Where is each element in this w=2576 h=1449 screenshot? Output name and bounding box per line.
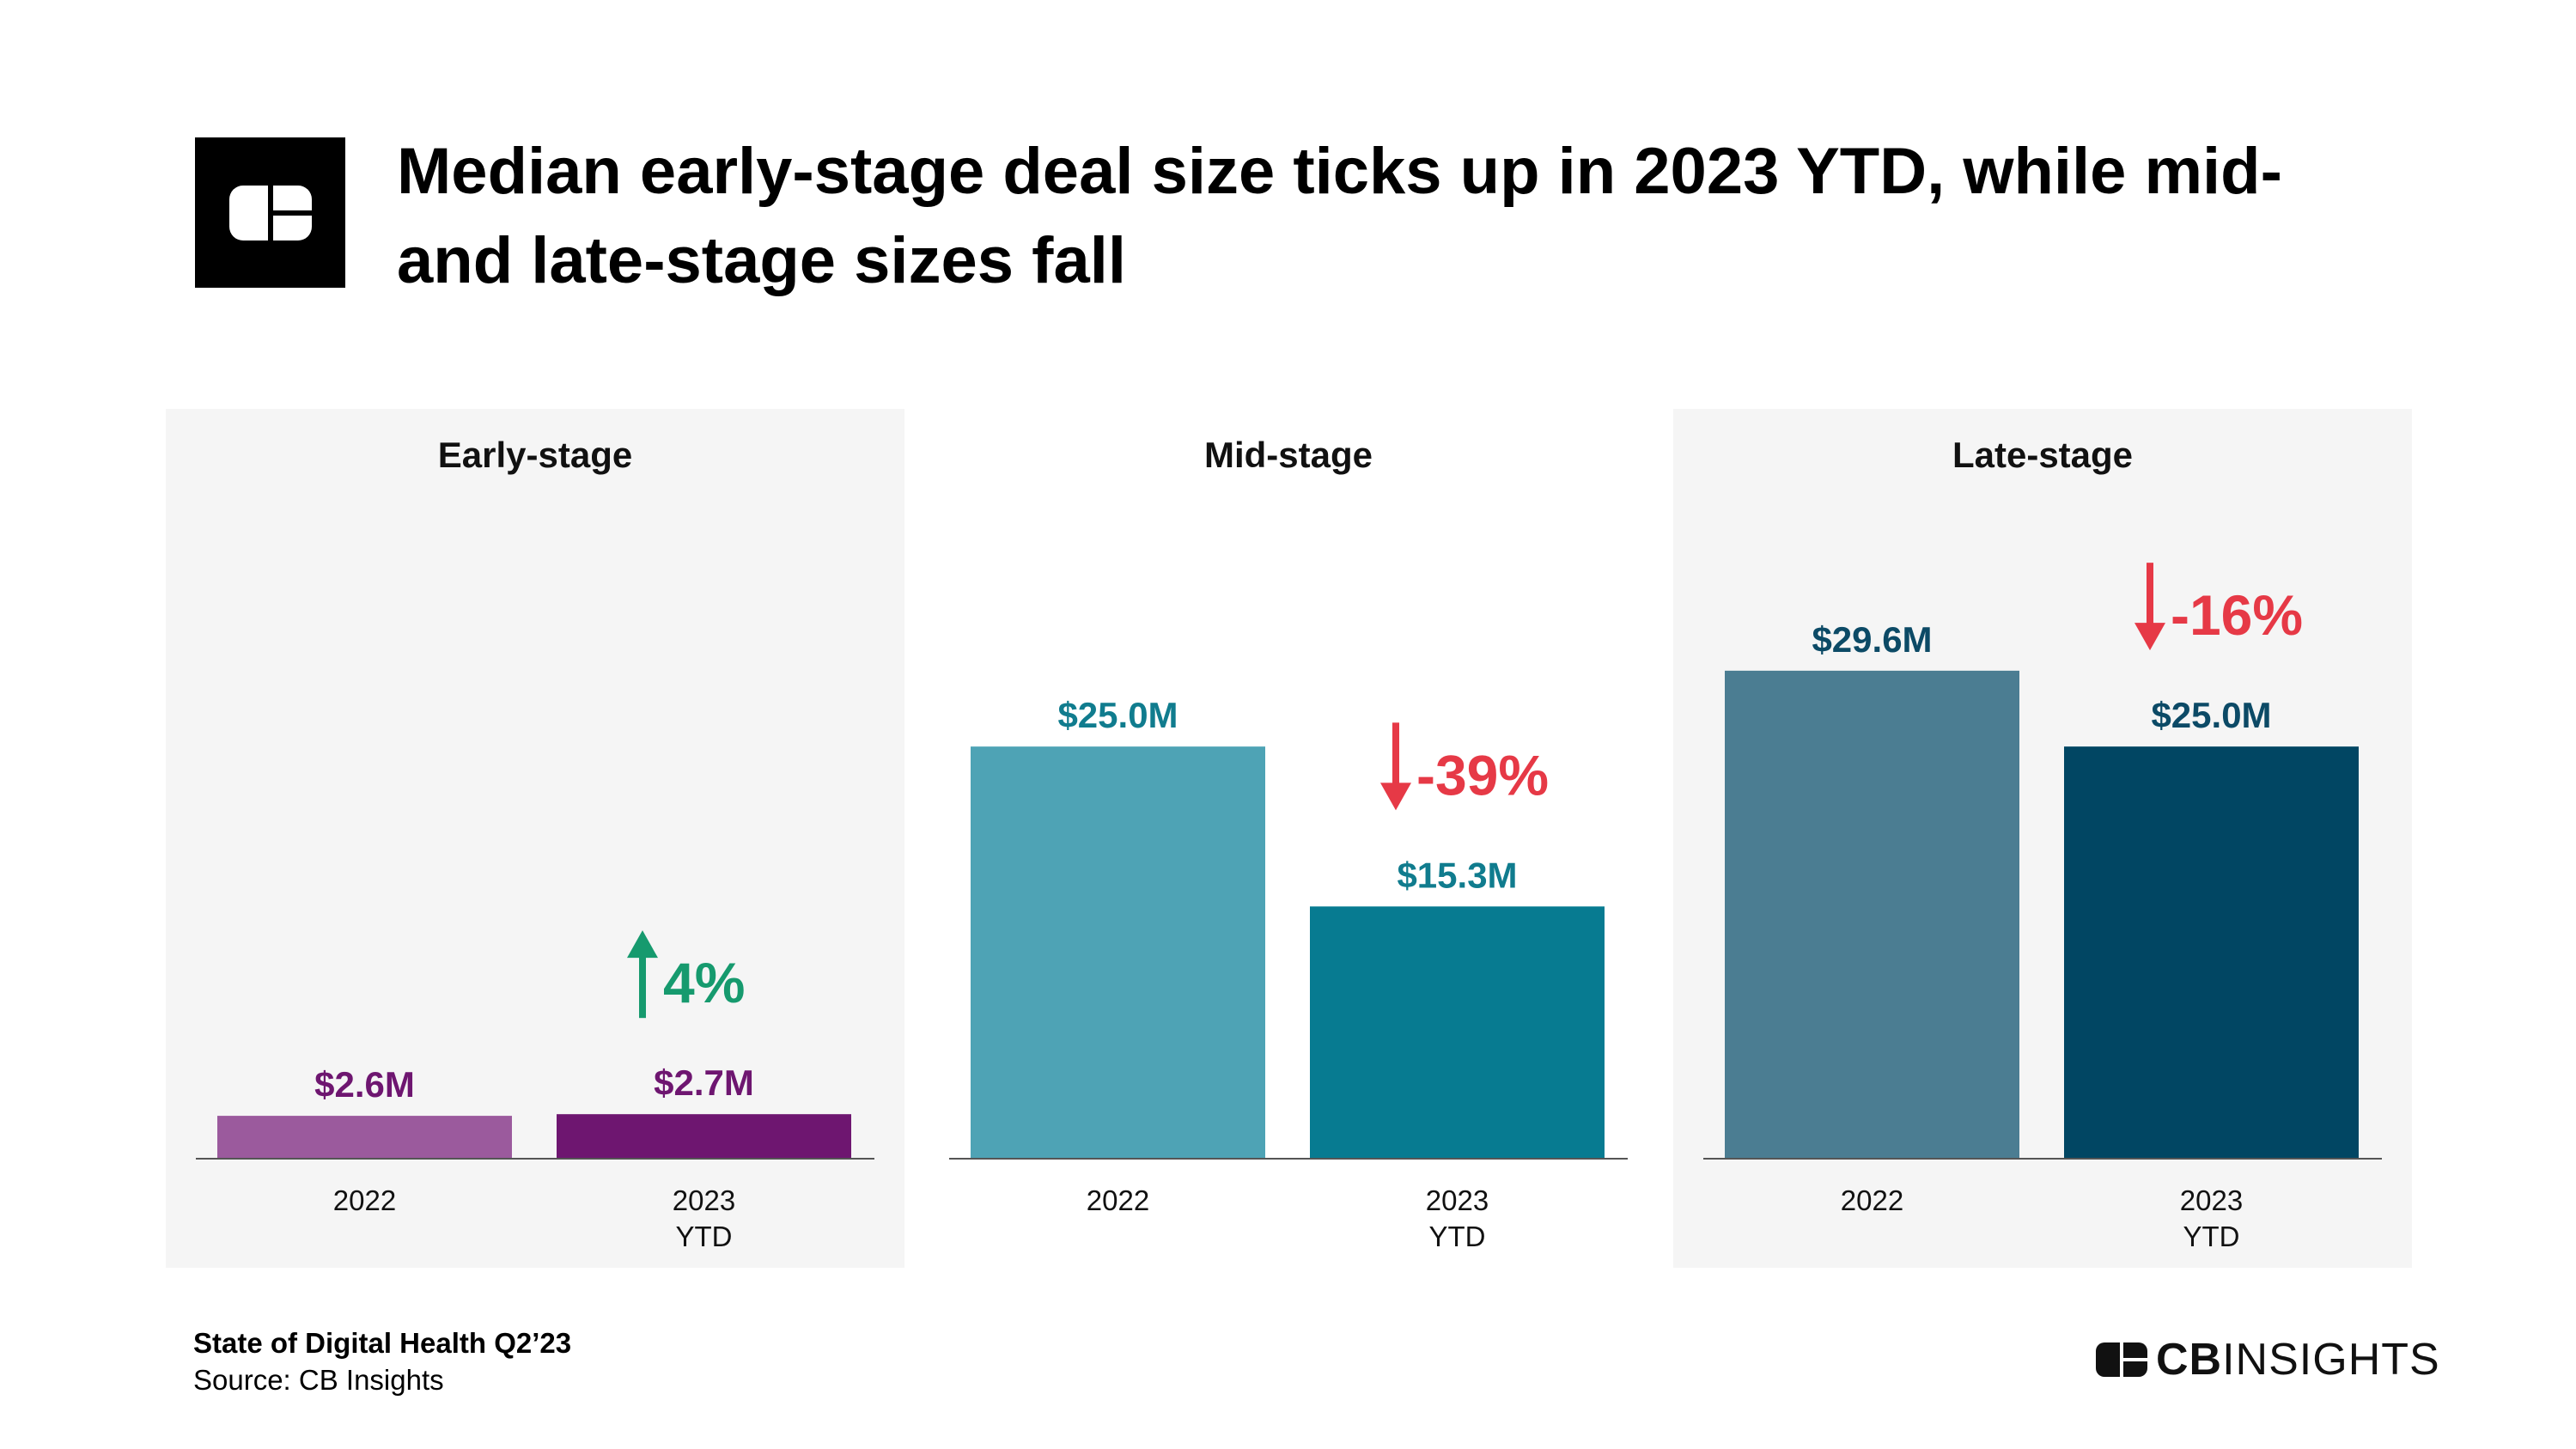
x-tick-label: YTD <box>2183 1221 2240 1252</box>
report-name: State of Digital Health Q2’23 <box>193 1327 572 1359</box>
bar-value-label: $25.0M <box>2151 695 2271 735</box>
arrow-down-icon <box>1392 722 1399 788</box>
brand-wordmark: CBINSIGHTS <box>2156 1335 2440 1385</box>
x-tick-label: 2023 <box>673 1184 735 1216</box>
panel-title: Early-stage <box>437 435 633 475</box>
early-stage-chart: $2.6M 2022 $2.7M 2023 YTD 4% <box>196 930 874 1252</box>
bar-2023 <box>1310 906 1605 1159</box>
bar-value-label: $15.3M <box>1397 855 1517 895</box>
bar-2022 <box>1725 670 2019 1159</box>
cb-logo-icon <box>228 185 312 240</box>
panel-title: Mid-stage <box>1203 435 1373 475</box>
x-tick-label: 2023 <box>2180 1184 2243 1216</box>
x-tick-label: 2022 <box>333 1184 396 1216</box>
chart-title: Median early-stage deal size ticks up in… <box>397 135 2282 297</box>
panel-late-stage: Late-stage $29.6M 2022 $25.0M 2023 YTD -16% <box>1673 409 2412 1268</box>
arrow-up-icon <box>639 953 646 1019</box>
mid-stage-chart: $25.0M 2022 $15.3M 2023 YTD -39% <box>949 695 1628 1252</box>
bar-2022 <box>971 746 1265 1159</box>
x-tick-label: YTD <box>676 1221 733 1252</box>
bar-value-label: $2.6M <box>314 1064 415 1105</box>
arrow-down-head <box>1380 782 1411 811</box>
change-indicator: -16% <box>2134 563 2303 651</box>
x-tick-label: 2022 <box>1087 1184 1149 1216</box>
panel-title: Late-stage <box>1952 435 2134 475</box>
cb-mark-icon <box>2096 1342 2147 1377</box>
change-indicator: 4% <box>627 930 745 1019</box>
change-label: 4% <box>663 951 745 1014</box>
bar-2022 <box>217 1116 512 1159</box>
arrow-down-head <box>2134 623 2165 651</box>
cb-insights-logo: CBINSIGHTS <box>2096 1330 2440 1390</box>
panel-mid-stage: Mid-stage $25.0M 2022 $15.3M 2023 YTD -39% <box>919 409 1658 1268</box>
panel-early-stage: Early-stage $2.6M 2022 $2.7M 2023 YTD 4% <box>166 409 904 1268</box>
bar-2023 <box>2064 746 2359 1159</box>
x-tick-label: YTD <box>1429 1221 1486 1252</box>
change-label: -39% <box>1416 743 1549 807</box>
bar-2023 <box>557 1114 851 1159</box>
change-indicator: -39% <box>1380 722 1549 811</box>
late-stage-chart: $29.6M 2022 $25.0M 2023 YTD -16% <box>1703 563 2382 1252</box>
bar-value-label: $25.0M <box>1057 695 1178 735</box>
arrow-up-head <box>627 930 658 959</box>
cb-logo <box>195 137 345 288</box>
bar-value-label: $2.7M <box>654 1062 754 1103</box>
x-tick-label: 2022 <box>1841 1184 1903 1216</box>
source-note: Source: CB Insights <box>193 1364 444 1396</box>
x-tick-label: 2023 <box>1426 1184 1489 1216</box>
arrow-down-icon <box>2147 563 2153 628</box>
bar-value-label: $29.6M <box>1812 619 1932 660</box>
change-label: -16% <box>2171 583 2303 647</box>
